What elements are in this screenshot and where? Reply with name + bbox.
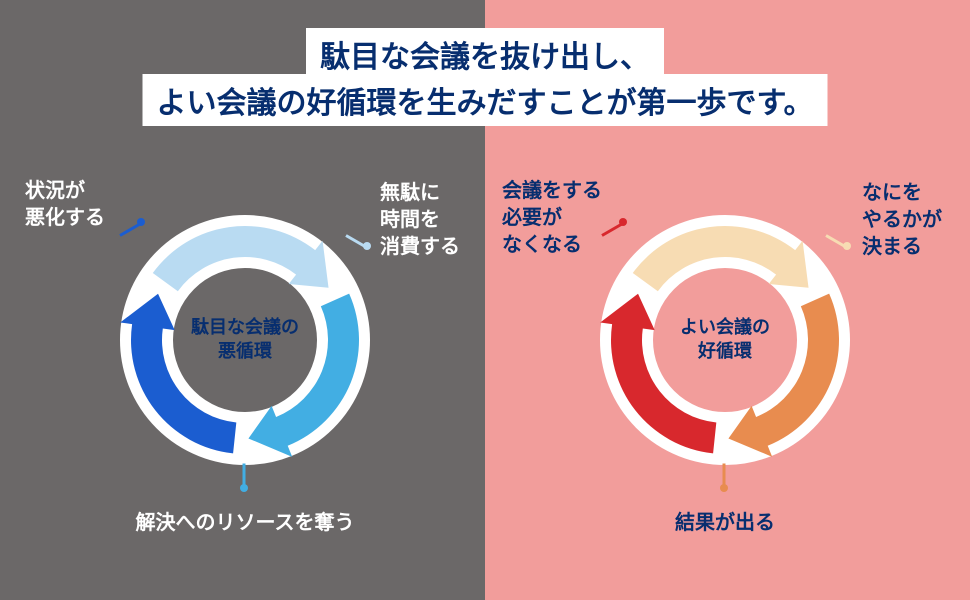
bad-cycle-label-bottom: 解決へのリソースを奪う xyxy=(95,510,395,537)
title-line-1-text: 駄目な会議を抜け出し、 xyxy=(306,28,664,80)
good-cycle-label-bottom: 結果が出る xyxy=(575,510,875,537)
good-cycle-label-top-left: 会議をする 必要が なくなる xyxy=(502,178,602,259)
bad-cycle-label-top-left: 状況が 悪化する xyxy=(25,178,105,232)
title-line-2: よい会議の好循環を生みだすことが第一歩です。 xyxy=(143,74,828,126)
good-cycle-center-label: よい会議の 好循環 xyxy=(635,315,815,364)
bad-cycle-label-top-right: 無駄に 時間を 消費する xyxy=(380,180,460,261)
infographic-canvas: 駄目な会議を抜け出し、 よい会議の好循環を生みだすことが第一歩です。 駄目な会議… xyxy=(0,0,970,600)
good-cycle-label-top-right: なにを やるかが 決まる xyxy=(862,180,942,261)
title-line-1: 駄目な会議を抜け出し、 xyxy=(306,28,664,80)
title-line-2-text: よい会議の好循環を生みだすことが第一歩です。 xyxy=(143,74,828,126)
bad-cycle-center-label: 駄目な会議の 悪循環 xyxy=(155,315,335,364)
